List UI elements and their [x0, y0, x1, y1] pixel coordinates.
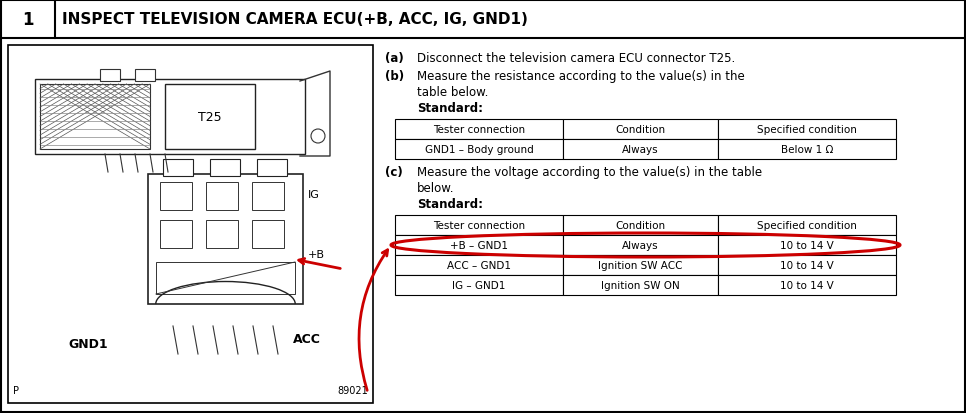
Bar — [148, 175, 303, 304]
Bar — [135, 70, 155, 82]
Text: Specified condition: Specified condition — [757, 125, 857, 135]
Bar — [563, 235, 718, 255]
Text: table below.: table below. — [417, 86, 489, 99]
Text: 10 to 14 V: 10 to 14 V — [781, 260, 834, 271]
Text: below.: below. — [417, 182, 454, 195]
Text: GND1: GND1 — [69, 338, 108, 351]
Bar — [210, 159, 240, 177]
Text: 10 to 14 V: 10 to 14 V — [781, 280, 834, 290]
Bar — [257, 159, 287, 177]
Text: INSPECT TELEVISION CAMERA ECU(+B, ACC, IG, GND1): INSPECT TELEVISION CAMERA ECU(+B, ACC, I… — [62, 12, 527, 27]
Bar — [156, 262, 295, 294]
Text: (b): (b) — [385, 70, 404, 83]
Bar — [563, 120, 718, 140]
Text: Ignition SW ON: Ignition SW ON — [601, 280, 680, 290]
Text: T25: T25 — [198, 111, 222, 124]
Text: Standard:: Standard: — [417, 102, 483, 115]
Text: P: P — [13, 385, 19, 395]
Text: Condition: Condition — [615, 125, 666, 135]
Text: Tester connection: Tester connection — [433, 125, 526, 135]
Text: Below 1 Ω: Below 1 Ω — [781, 145, 834, 154]
Circle shape — [311, 130, 325, 144]
Text: +B: +B — [308, 249, 325, 259]
Text: Measure the voltage according to the value(s) in the table: Measure the voltage according to the val… — [417, 166, 762, 178]
Text: 89021: 89021 — [337, 385, 368, 395]
Text: (c): (c) — [385, 166, 403, 178]
Text: Measure the resistance according to the value(s) in the: Measure the resistance according to the … — [417, 70, 745, 83]
Bar — [395, 140, 563, 159]
Bar — [718, 255, 896, 275]
Bar — [563, 275, 718, 295]
Bar — [395, 120, 563, 140]
Bar — [395, 216, 563, 235]
Text: 10 to 14 V: 10 to 14 V — [781, 240, 834, 250]
Text: IG: IG — [308, 190, 320, 199]
Text: +B – GND1: +B – GND1 — [450, 240, 508, 250]
Bar — [160, 183, 192, 211]
Text: ACC – GND1: ACC – GND1 — [447, 260, 511, 271]
Bar — [100, 70, 120, 82]
Bar — [563, 140, 718, 159]
Text: (a): (a) — [385, 52, 404, 65]
Text: Specified condition: Specified condition — [757, 221, 857, 230]
Text: IG – GND1: IG – GND1 — [452, 280, 505, 290]
Bar — [165, 85, 255, 150]
Text: Tester connection: Tester connection — [433, 221, 526, 230]
Bar — [718, 216, 896, 235]
Text: Always: Always — [622, 145, 659, 154]
Text: Disconnect the television camera ECU connector T25.: Disconnect the television camera ECU con… — [417, 52, 735, 65]
Bar — [718, 235, 896, 255]
Bar — [252, 221, 284, 248]
Text: GND1 – Body ground: GND1 – Body ground — [425, 145, 533, 154]
Text: Condition: Condition — [615, 221, 666, 230]
Bar — [40, 85, 150, 150]
Text: Standard:: Standard: — [417, 197, 483, 211]
Text: Always: Always — [622, 240, 659, 250]
Text: ACC: ACC — [293, 333, 321, 346]
Text: 1: 1 — [22, 11, 34, 29]
Bar — [718, 120, 896, 140]
Bar — [1, 1, 965, 39]
Bar — [395, 275, 563, 295]
Bar — [206, 221, 238, 248]
Bar — [563, 216, 718, 235]
Bar — [160, 221, 192, 248]
Bar — [395, 235, 563, 255]
Bar — [206, 183, 238, 211]
Bar — [718, 140, 896, 159]
Bar — [718, 275, 896, 295]
Bar — [252, 183, 284, 211]
Bar — [8, 46, 373, 403]
Bar — [35, 80, 305, 154]
Bar — [563, 255, 718, 275]
Bar — [163, 159, 193, 177]
Text: Ignition SW ACC: Ignition SW ACC — [598, 260, 683, 271]
Bar — [395, 255, 563, 275]
